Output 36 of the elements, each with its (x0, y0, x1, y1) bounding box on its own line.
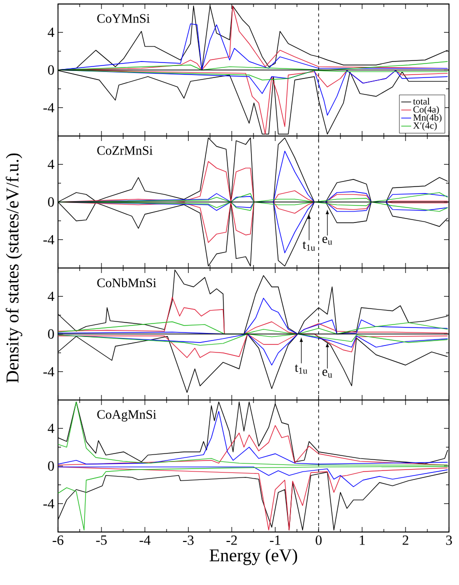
x-tick-label: -6 (52, 536, 64, 545)
y-tick-label: 0 (48, 197, 54, 207)
y-tick-label: 0 (48, 461, 54, 471)
y-tick-label: 0 (48, 65, 54, 75)
legend-label: total (413, 98, 430, 105)
text: CoZrMnSi (97, 146, 153, 155)
y-tick-label: -4 (43, 499, 54, 508)
x-tick-label: -3 (183, 536, 194, 545)
y-tick-label: -4 (43, 235, 54, 244)
y-tick-label: 0 (48, 329, 54, 339)
x-tick-label: -1 (270, 536, 280, 545)
x-tick-label: 3 (446, 536, 452, 545)
legend-label: Mn(4b) (413, 114, 442, 123)
x-tick-label: 2 (402, 536, 408, 545)
y-tick-label: 4 (48, 424, 54, 433)
x-tick-label: 1 (360, 536, 365, 545)
annotation: e$_{u}$ (322, 370, 332, 378)
annotation: t$_{1u}$ (294, 364, 308, 374)
text: CoNbMnSi (97, 278, 156, 288)
y-tick-label: -4 (43, 103, 54, 112)
text: CoYMnSi (97, 14, 150, 23)
x-tick-label: -4 (140, 536, 150, 545)
legend-label: Co(4a) (413, 106, 439, 115)
y-axis-title: Density of states (states/eV/f.u.) (6, 153, 22, 383)
x-tick-label: -2 (226, 536, 237, 545)
y-tick-label: -4 (43, 367, 54, 376)
annotation: t$_{1u}$ (302, 241, 316, 251)
x-tick-label: -5 (96, 536, 107, 545)
x-tick-label: 0 (316, 536, 322, 545)
y-tick-label: 4 (48, 28, 54, 37)
legend-label: X′(4c) (413, 122, 437, 131)
annotation: e$_{u}$ (322, 236, 332, 245)
y-tick-label: 4 (48, 160, 54, 169)
x-axis-title: Energy (eV) (210, 548, 298, 566)
y-tick-label: 4 (48, 292, 54, 301)
text: CoAgMnSi (97, 410, 156, 422)
